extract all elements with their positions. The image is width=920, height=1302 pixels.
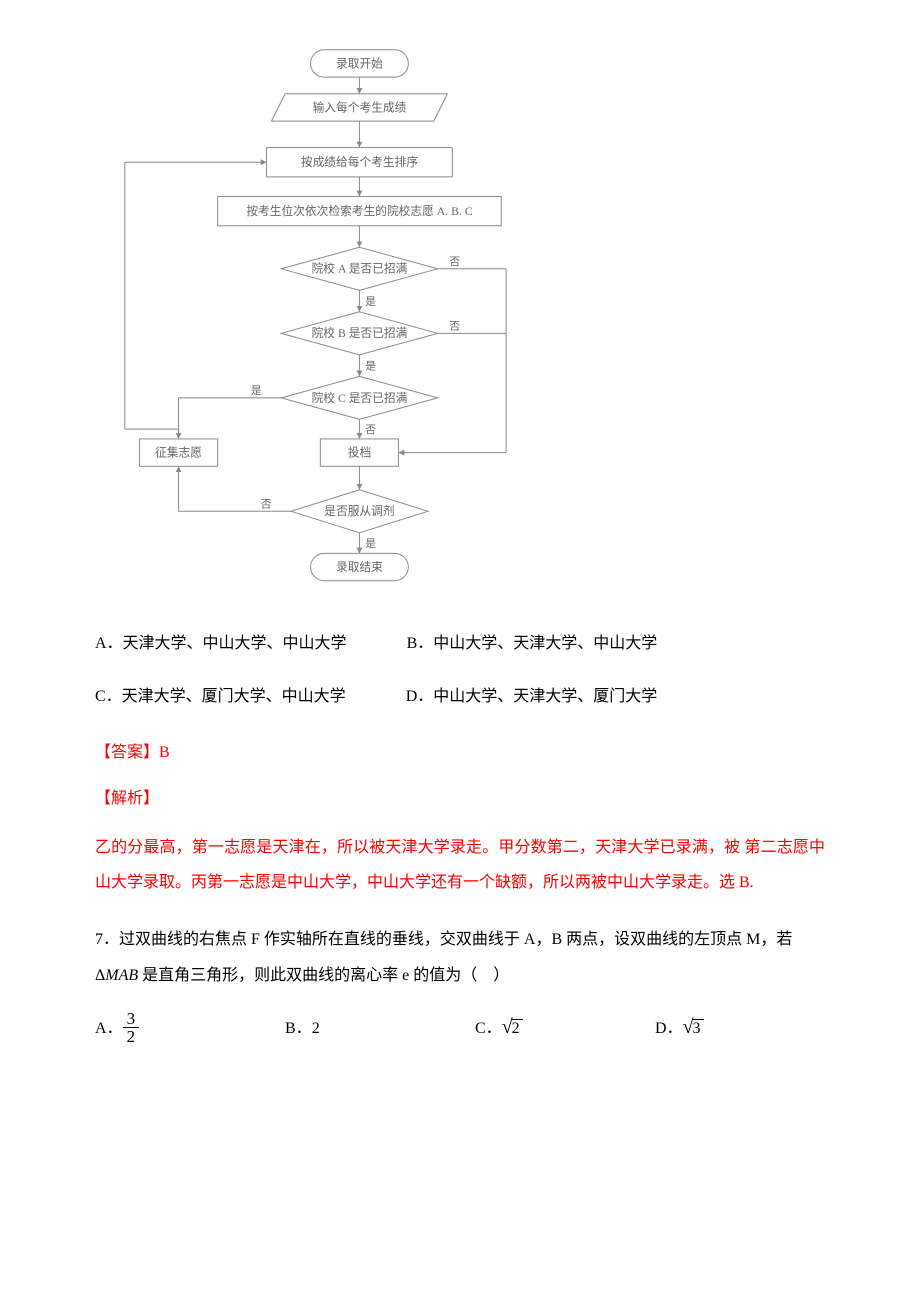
svg-text:按考生位次依次检索考生的院校志愿 A. B. C: 按考生位次依次检索考生的院校志愿 A. B. C bbox=[246, 204, 472, 218]
q7-option-b: B．2 bbox=[285, 1011, 475, 1046]
svg-text:投档: 投档 bbox=[348, 446, 371, 460]
answer-label: 【答案】B bbox=[95, 738, 825, 762]
delta-symbol: Δ bbox=[95, 967, 105, 984]
sqrt-3: √3 bbox=[683, 1017, 704, 1038]
svg-text:院校 C 是否已招满: 院校 C 是否已招满 bbox=[312, 391, 408, 405]
q7-stem-line2: ΔMAB 是直角三角形，则此双曲线的离心率 e 的值为（ ） bbox=[95, 958, 825, 993]
svg-text:是: 是 bbox=[365, 296, 376, 308]
q7-option-c: C．√2 bbox=[475, 1011, 655, 1046]
svg-text:录取开始: 录取开始 bbox=[336, 56, 383, 70]
q7-option-a: A．32 bbox=[95, 1011, 285, 1047]
svg-text:否: 否 bbox=[261, 498, 272, 510]
svg-text:否: 否 bbox=[365, 424, 376, 436]
q7-stem-rest: 是直角三角形，则此双曲线的离心率 e 的值为（ ） bbox=[138, 967, 509, 984]
page: 录取开始输入每个考生成绩按成绩给每个考生排序按考生位次依次检索考生的院校志愿 A… bbox=[0, 0, 920, 1107]
q6-options: A．天津大学、中山大学、中山大学 B．中山大学、天津大学、中山大学 C．天津大学… bbox=[95, 622, 825, 720]
svg-text:按成绩给每个考生排序: 按成绩给每个考生排序 bbox=[301, 155, 418, 169]
svg-text:院校 A 是否已招满: 院校 A 是否已招满 bbox=[312, 262, 408, 276]
option-d: D．中山大学、天津大学、厦门大学 bbox=[406, 675, 658, 720]
option-a: A．天津大学、中山大学、中山大学 bbox=[95, 622, 347, 667]
sqrt-2: √2 bbox=[502, 1017, 523, 1038]
q7-stem-line1: 7．过双曲线的右焦点 F 作实轴所在直线的垂线，交双曲线于 A，B 两点，设双曲… bbox=[95, 922, 825, 957]
svg-text:是: 是 bbox=[365, 361, 376, 373]
svg-text:院校 B 是否已招满: 院校 B 是否已招满 bbox=[312, 326, 408, 340]
fraction-3-2: 32 bbox=[123, 1010, 140, 1045]
svg-text:是: 是 bbox=[365, 538, 376, 550]
svg-text:输入每个考生成绩: 输入每个考生成绩 bbox=[313, 100, 407, 114]
analysis-body: 乙的分最高，第一志愿是天津在，所以被天津大学录走。甲分数第二，天津大学已录满，被… bbox=[95, 830, 825, 900]
svg-text:是否服从调剂: 是否服从调剂 bbox=[324, 504, 394, 518]
option-c: C．天津大学、厦门大学、中山大学 bbox=[95, 675, 346, 720]
svg-text:否: 否 bbox=[449, 256, 460, 268]
admission-flowchart: 录取开始输入每个考生成绩按成绩给每个考生排序按考生位次依次检索考生的院校志愿 A… bbox=[115, 40, 555, 592]
svg-text:否: 否 bbox=[449, 320, 460, 332]
svg-text:征集志愿: 征集志愿 bbox=[155, 446, 202, 460]
svg-text:录取结束: 录取结束 bbox=[336, 561, 383, 574]
analysis-label: 【解析】 bbox=[95, 784, 825, 808]
question-7: 7．过双曲线的右焦点 F 作实轴所在直线的垂线，交双曲线于 A，B 两点，设双曲… bbox=[95, 922, 825, 1046]
option-b: B．中山大学、天津大学、中山大学 bbox=[407, 622, 658, 667]
q7-options: A．32 B．2 C．√2 D．√3 bbox=[95, 1011, 825, 1047]
mab-text: MAB bbox=[105, 967, 138, 984]
answer-block: 【答案】B 【解析】 乙的分最高，第一志愿是天津在，所以被天津大学录走。甲分数第… bbox=[95, 738, 825, 900]
svg-text:是: 是 bbox=[251, 385, 262, 397]
q7-option-d: D．√3 bbox=[655, 1011, 795, 1046]
